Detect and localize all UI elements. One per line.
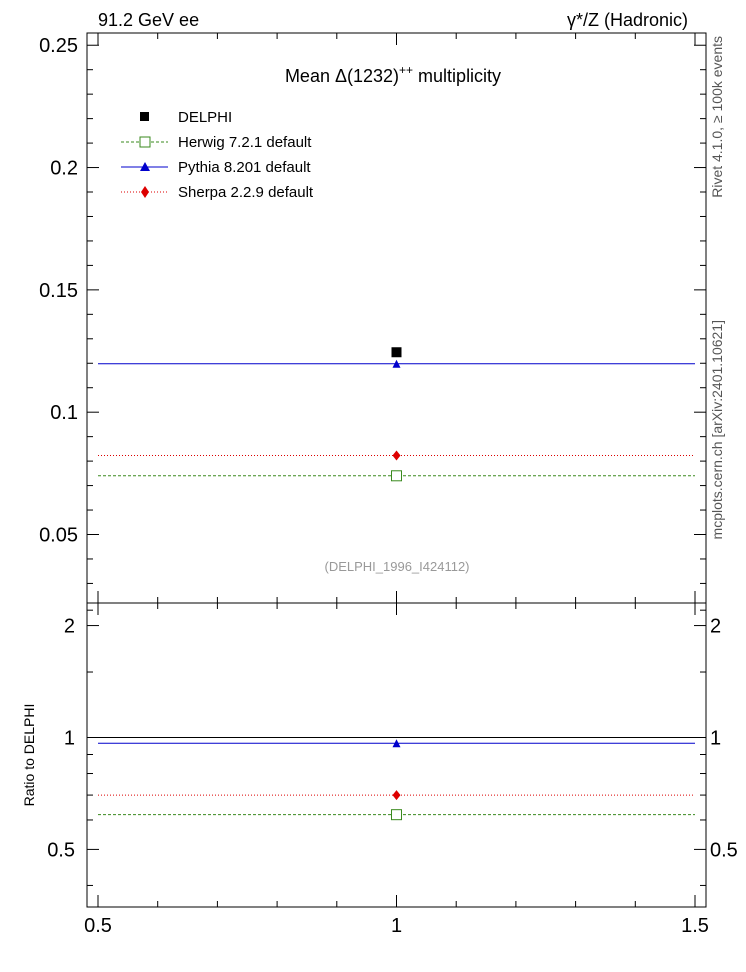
chart-title-suffix: multiplicity bbox=[413, 66, 501, 86]
legend-delphi-label: DELPHI bbox=[178, 109, 232, 126]
ratio-xtick-label: 0.5 bbox=[84, 915, 112, 937]
ratio-xtick-label: 1.5 bbox=[681, 915, 709, 937]
chart-title-sup: ++ bbox=[399, 63, 413, 77]
ratio-series-points bbox=[391, 739, 402, 821]
legend-herwig-marker bbox=[139, 136, 151, 148]
legend-sherpa-label: Sherpa 2.2.9 default bbox=[178, 184, 314, 201]
ratio-ytick-label-right: 1 bbox=[710, 727, 721, 749]
ratio-ytick-label-right: 0.5 bbox=[710, 839, 738, 861]
ratio-ytick-label-left: 0.5 bbox=[47, 839, 75, 861]
ratio-point-pythia bbox=[392, 739, 401, 748]
process-label: γ*/Z (Hadronic) bbox=[567, 10, 688, 30]
main-point-pythia bbox=[392, 359, 401, 368]
main-panel: 0.05 0.1 0.15 0.2 0.25 Mean Δ(1232)++ multip… bbox=[39, 32, 707, 604]
legend-pythia-label: Pythia 8.201 default bbox=[178, 159, 311, 176]
legend-entry-delphi: DELPHI bbox=[140, 109, 232, 126]
ratio-frame bbox=[86, 602, 707, 908]
main-point-sherpa bbox=[392, 450, 401, 461]
main-ytick-label: 0.2 bbox=[50, 158, 78, 180]
legend-entry-herwig: Herwig 7.2.1 default bbox=[121, 134, 312, 151]
main-point-delphi bbox=[391, 347, 402, 358]
ratio-axis-ticks: 0.5 0.5 1 1 2 2 0.5 1 1.5 bbox=[47, 603, 738, 937]
ratio-ytick-label-left: 2 bbox=[64, 616, 75, 638]
main-axis-ticks: 0.05 0.1 0.15 0.2 0.25 bbox=[39, 33, 706, 603]
ratio-ytick-label-right: 2 bbox=[710, 616, 721, 638]
energy-label: 91.2 GeV ee bbox=[98, 10, 199, 30]
main-ytick-label: 0.15 bbox=[39, 280, 78, 302]
ratio-series-lines bbox=[87, 736, 706, 816]
main-series-points bbox=[391, 347, 402, 482]
legend-entry-sherpa: Sherpa 2.2.9 default bbox=[121, 184, 314, 201]
rivet-label: Rivet 4.1.0, ≥ 100k events bbox=[709, 36, 725, 198]
main-ytick-label: 0.25 bbox=[39, 35, 78, 57]
ratio-ylabel: Ratio to DELPHI bbox=[21, 704, 37, 807]
ratio-point-herwig bbox=[391, 809, 402, 821]
main-ytick-label: 0.1 bbox=[50, 402, 78, 424]
ratio-point-sherpa bbox=[392, 790, 401, 801]
legend-sherpa-marker bbox=[141, 186, 149, 198]
legend: DELPHI Herwig 7.2.1 default Pythia 8.201… bbox=[121, 109, 314, 201]
ratio-panel: 0.5 0.5 1 1 2 2 0.5 1 1.5 Ratio to DELPHI bbox=[21, 602, 738, 937]
mcplots-label: mcplots.cern.ch [arXiv:2401.10621] bbox=[709, 320, 725, 539]
legend-entry-pythia: Pythia 8.201 default bbox=[121, 159, 311, 176]
chart-title-base: Mean Δ(1232) bbox=[285, 66, 399, 86]
ratio-xtick-label: 1 bbox=[391, 915, 402, 937]
legend-delphi-marker bbox=[140, 112, 149, 121]
chart-title: Mean Δ(1232)++ multiplicity bbox=[285, 63, 501, 86]
main-point-herwig bbox=[391, 470, 402, 482]
legend-pythia-marker bbox=[140, 162, 150, 171]
ratio-ytick-label-left: 1 bbox=[64, 727, 75, 749]
analysis-watermark: (DELPHI_1996_I424112) bbox=[324, 559, 469, 574]
legend-herwig-label: Herwig 7.2.1 default bbox=[178, 134, 312, 151]
main-ytick-label: 0.05 bbox=[39, 525, 78, 547]
